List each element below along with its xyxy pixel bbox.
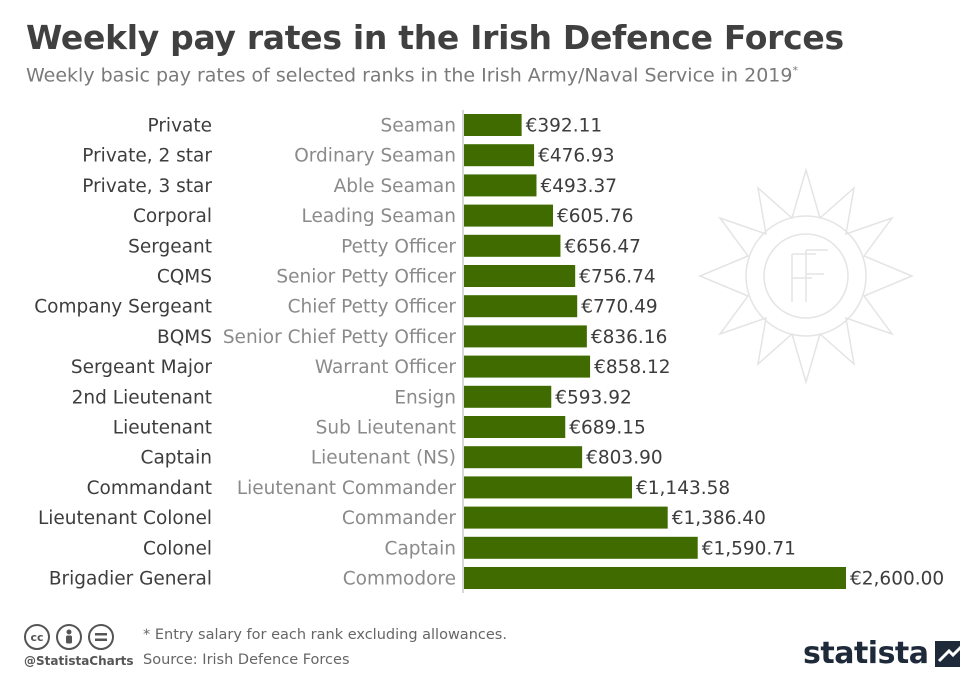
army-rank-label: Private, 2 star	[82, 146, 212, 167]
naval-rank-label: Lieutenant Commander	[237, 478, 457, 499]
army-rank-label: Sergeant Major	[71, 357, 212, 378]
army-rank-label: Corporal	[133, 206, 212, 227]
naval-rank-label: Ensign	[394, 387, 456, 408]
no-derivatives-icon	[88, 624, 114, 650]
army-rank-label: Private	[148, 116, 213, 137]
bar	[464, 144, 535, 167]
bar	[464, 506, 668, 529]
statista-logo: statista	[803, 636, 960, 671]
bar	[464, 416, 566, 438]
source-note: Source: Irish Defence Forces	[143, 652, 350, 668]
army-rank-label: Private, 3 star	[82, 176, 212, 197]
value-label: €392.11	[526, 116, 603, 137]
bar	[464, 567, 846, 589]
bar	[464, 174, 537, 197]
army-rank-label: Company Sergeant	[34, 297, 212, 318]
naval-rank-label: Sub Lieutenant	[316, 418, 456, 439]
chart-title: Weekly pay rates in the Irish Defence Fo…	[26, 18, 844, 57]
value-label: €1,590.71	[702, 538, 796, 559]
army-rank-label: Lieutenant Colonel	[38, 508, 212, 529]
statista-wordmark: statista	[803, 636, 929, 671]
naval-rank-label: Able Seaman	[334, 176, 456, 197]
naval-rank-label: Commander	[342, 508, 456, 529]
value-label: €1,143.58	[636, 478, 730, 499]
naval-rank-label: Commodore	[343, 569, 456, 590]
army-rank-label: Sergeant	[128, 236, 212, 257]
bar	[464, 325, 587, 348]
army-rank-label: Colonel	[143, 538, 212, 559]
army-rank-label: 2nd Lieutenant	[72, 387, 212, 408]
bar	[464, 114, 522, 136]
value-label: €836.16	[591, 327, 668, 348]
creative-commons-icon: cc	[24, 624, 50, 650]
statista-logo-icon	[934, 640, 960, 667]
bar	[464, 204, 554, 227]
bar	[464, 355, 591, 378]
value-label: €770.49	[581, 297, 658, 318]
naval-rank-label: Senior Chief Petty Officer	[223, 327, 457, 348]
value-label: €1,386.40	[672, 508, 766, 529]
value-label: €493.37	[540, 176, 617, 197]
value-label: €2,600.00	[850, 569, 944, 590]
army-rank-label: CQMS	[157, 267, 212, 288]
bar	[464, 536, 698, 559]
value-label: €476.93	[538, 146, 615, 167]
naval-rank-label: Leading Seaman	[302, 206, 456, 227]
license-icons: cc	[24, 624, 114, 650]
bar	[464, 446, 583, 469]
defence-forces-emblem	[698, 167, 914, 385]
bar	[464, 476, 633, 499]
value-label: €858.12	[594, 357, 671, 378]
naval-rank-label: Ordinary Seaman	[294, 146, 456, 167]
army-rank-label: Lieutenant	[113, 418, 212, 439]
footnote: * Entry salary for each rank excluding a…	[143, 627, 507, 643]
bar	[464, 385, 552, 408]
bar	[464, 265, 576, 287]
chart-subtitle: Weekly basic pay rates of selected ranks…	[26, 64, 798, 86]
naval-rank-label: Captain	[385, 538, 456, 559]
attribution-person-icon	[56, 624, 82, 650]
naval-rank-label: Chief Petty Officer	[288, 297, 457, 318]
value-label: €803.90	[586, 448, 663, 469]
subtitle-text: Weekly basic pay rates of selected ranks…	[26, 64, 793, 87]
value-label: €689.15	[569, 418, 646, 439]
value-label: €605.76	[557, 206, 634, 227]
bar	[464, 295, 578, 318]
bar-chart: Private Private, 2 star Private, 3 star Cor…	[34, 110, 944, 593]
naval-rank-label: Senior Petty Officer	[276, 267, 456, 288]
naval-rank-label: Lieutenant (NS)	[311, 448, 456, 469]
bar	[464, 234, 561, 257]
army-rank-label: Captain	[141, 448, 212, 469]
subtitle-footnote-mark: *	[792, 64, 798, 77]
value-label: €756.74	[579, 267, 656, 288]
naval-rank-label: Warrant Officer	[315, 357, 457, 378]
army-rank-label: Brigadier General	[49, 569, 212, 590]
army-rank-label: Commandant	[87, 478, 212, 499]
army-rank-label: BQMS	[157, 327, 212, 348]
value-label: €593.92	[555, 387, 632, 408]
statista-handle: @StatistaCharts	[24, 654, 134, 668]
naval-rank-label: Seaman	[380, 116, 456, 137]
value-label: €656.47	[564, 236, 641, 257]
naval-rank-label: Petty Officer	[341, 236, 456, 257]
